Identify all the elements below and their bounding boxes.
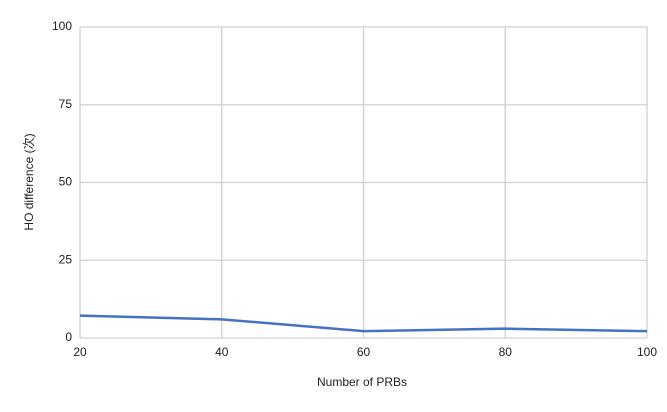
x-tick-label: 60 [357, 345, 371, 359]
x-tick-label: 20 [73, 345, 87, 359]
x-tick-label: 80 [499, 345, 513, 359]
y-axis-label: HO difference (次) [22, 133, 36, 230]
y-tick-label: 0 [65, 330, 72, 344]
data-line [79, 314, 648, 333]
y-tick-label: 75 [59, 97, 73, 111]
x-tick-label: 100 [637, 345, 657, 359]
y-tick-label: 25 [59, 252, 73, 266]
y-tick-label: 50 [59, 175, 73, 189]
y-tick-label: 100 [52, 19, 72, 33]
x-axis-label: Number of PRBs [317, 375, 407, 389]
x-tick-label: 40 [215, 345, 229, 359]
